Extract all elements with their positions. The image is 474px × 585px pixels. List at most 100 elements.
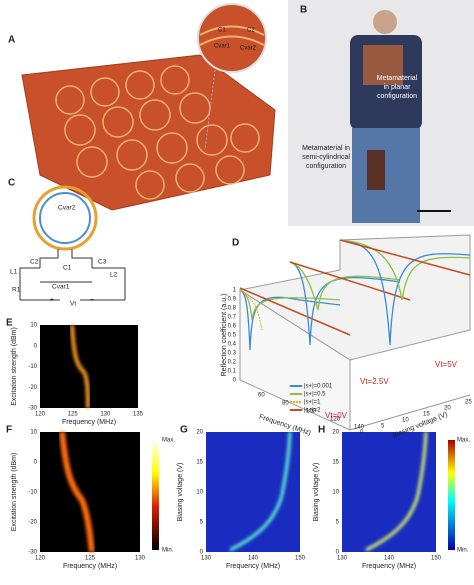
tick-label: 140 [354,425,365,431]
photo-caption: Metamaterial in [302,145,350,152]
photo-caption: in planar [384,84,412,91]
colorbar-h [448,440,455,550]
tick-label: 10 [196,490,203,496]
tick-label: -10 [28,490,37,496]
panel-label: B [300,5,307,16]
axis-title: Frequency (MHz) [362,563,416,570]
circuit-label: C1 [63,265,72,272]
tick-label: 10 [30,430,37,436]
legend-label: |s+|=0.001 [304,384,333,390]
tick-label: 0 [34,343,38,349]
panel-c [19,185,126,301]
photo-caption: configuration [377,93,417,100]
tick-label: 0.6 [228,324,237,330]
colorbar-f [152,440,159,550]
tick-label: 10 [332,490,339,496]
axis-title: Reflection coefficient (a.u.) [221,294,228,377]
photo-caption: configuration [306,163,346,170]
tick-label: 20 [196,430,203,436]
legend-label: |s+|=0.5 [304,392,326,398]
tick-label: 0 [336,550,340,556]
circuit-label: Cvar2 [58,205,76,212]
annotation: Vt=0V [325,411,348,420]
legend-label: |s+|=1 [304,400,321,406]
tick-label: 120 [35,556,46,562]
panel-b [288,0,474,226]
axis-title: Frequency (MHz) [62,419,116,426]
tick-label: 10 [30,323,37,329]
panel-d [238,234,471,431]
tick-label: 0 [34,460,38,466]
heatmap-h [342,432,436,552]
panel-label: E [6,318,13,329]
heatmap-g [206,432,300,552]
panel-label: A [8,35,15,46]
tick-label: 135 [133,412,144,418]
tick-label: 0.9 [228,297,237,303]
tick-label: 80 [282,401,289,407]
tick-label: 150 [431,556,442,562]
axis-title: Biasing voltage (V) [313,463,320,522]
colorbar-label: Min. [457,548,469,554]
colorbar-label: Max. [457,438,470,444]
tick-label: 0.1 [228,369,237,375]
photo-caption: semi-cylindrical [302,154,350,161]
circuit-label: C3 [98,259,107,266]
heatmap-h-trace [365,431,428,552]
tick-label: 15 [423,412,430,418]
colorbar-label: Max. [162,438,175,444]
annotation: Vt=5V [435,360,458,369]
tick-label: 150 [295,556,306,562]
tick-label: 1 [233,288,237,294]
heatmap-f-trace [59,431,95,553]
circuit-label: R1 [12,287,21,294]
tick-label: 0.7 [228,315,237,321]
tick-label: -20 [28,520,37,526]
circuit-label: + [50,297,54,304]
tick-label: 100 [306,409,317,415]
tick-label: 125 [68,412,79,418]
tick-label: 5 [381,424,385,430]
tick-label: 130 [337,556,348,562]
colorbar-label: Min. [162,548,174,554]
tick-label: 5 [336,520,340,526]
axis-title: Excitation strength (dBm) [11,327,18,406]
tick-label: 20 [332,430,339,436]
tick-label: -20 [28,385,37,391]
tick-label: -10 [28,364,37,370]
photo-caption: Metamaterial [377,75,418,82]
tick-label: 140 [384,556,395,562]
tick-label: 130 [100,412,111,418]
tick-label: 0.5 [228,333,237,339]
tick-label: 120 [330,417,341,423]
tick-label: -30 [28,406,37,412]
inset-label: Cvar2 [240,46,257,52]
tick-label: 130 [135,556,146,562]
tick-label: 25 [465,400,472,406]
axis-title: Biasing voltage (V) [177,463,184,522]
tick-label: 0 [200,550,204,556]
tick-label: 140 [248,556,259,562]
axis-title: Frequency (MHz) [226,563,280,570]
tick-label: -30 [28,550,37,556]
tick-label: 10 [402,418,409,424]
tick-label: 15 [332,460,339,466]
panel-label: G [180,425,188,436]
panel-label: H [318,425,325,436]
annotation: Vt=2.5V [360,377,389,386]
axis-title: Frequency (MHz) [63,563,117,570]
panel-label: F [6,425,12,436]
tick-label: 0 [360,430,364,436]
tick-label: 0.8 [228,306,237,312]
heatmap-e-trace [70,324,90,409]
circuit-label: L2 [110,272,118,279]
panel-label: D [232,238,239,249]
tick-label: 130 [201,556,212,562]
tick-label: 20 [444,406,451,412]
tick-label: 120 [35,412,46,418]
circuit-label: − [90,297,94,304]
axis-title: Excitation strength (dBm) [11,453,18,532]
panel-label: C [8,178,15,189]
tick-label: 0 [233,378,237,384]
